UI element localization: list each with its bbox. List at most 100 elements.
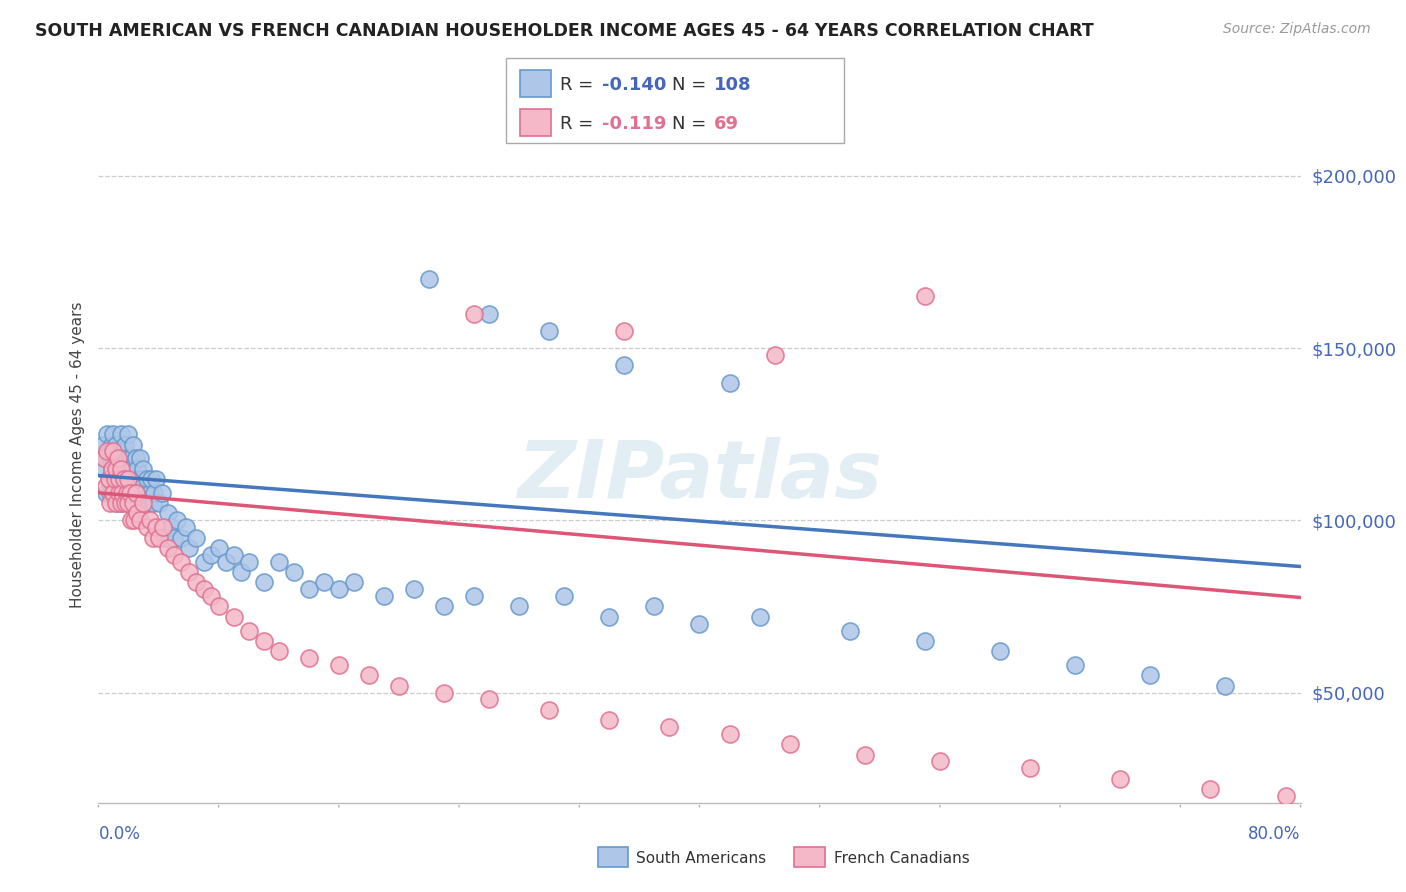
Point <box>132 496 155 510</box>
Point <box>253 634 276 648</box>
Point <box>139 472 162 486</box>
Point <box>103 444 125 458</box>
Point <box>328 658 350 673</box>
Point <box>853 747 876 762</box>
Point <box>138 513 160 527</box>
Text: N =: N = <box>672 115 718 133</box>
Text: 69: 69 <box>714 115 740 133</box>
Point <box>125 451 148 466</box>
Point <box>184 531 207 545</box>
Point <box>162 548 184 562</box>
Point <box>129 513 152 527</box>
Point <box>129 496 152 510</box>
Point <box>135 472 157 486</box>
Text: R =: R = <box>560 115 605 133</box>
Point <box>1199 782 1222 797</box>
Point <box>108 472 131 486</box>
Point <box>111 485 134 500</box>
Point <box>478 307 501 321</box>
Point <box>110 427 132 442</box>
Point <box>121 451 143 466</box>
Point <box>103 485 125 500</box>
Point <box>200 589 222 603</box>
Point <box>121 461 143 475</box>
Point <box>100 451 122 466</box>
Point <box>127 507 149 521</box>
Point <box>122 496 145 510</box>
Point <box>104 451 127 466</box>
Point <box>418 272 440 286</box>
Point <box>238 624 260 638</box>
Point <box>117 472 139 486</box>
Text: French Canadians: French Canadians <box>834 851 970 865</box>
Point <box>373 589 395 603</box>
Point <box>153 531 176 545</box>
Point <box>1109 772 1132 786</box>
Point <box>108 451 131 466</box>
Point <box>111 451 134 466</box>
Point <box>298 651 321 665</box>
Text: 80.0%: 80.0% <box>1249 825 1301 843</box>
Point <box>463 589 485 603</box>
Point <box>127 461 149 475</box>
Point <box>103 427 125 442</box>
Point <box>166 513 188 527</box>
Point <box>115 451 138 466</box>
Point <box>170 555 193 569</box>
Point <box>93 461 115 475</box>
Point <box>135 520 157 534</box>
Point <box>283 565 305 579</box>
Point <box>118 485 141 500</box>
Point <box>838 624 860 638</box>
Point <box>136 496 159 510</box>
Point <box>215 555 238 569</box>
Point <box>184 575 207 590</box>
Point <box>298 582 321 597</box>
Point <box>101 461 124 475</box>
Point <box>433 599 456 614</box>
Point <box>110 496 132 510</box>
Point <box>124 513 146 527</box>
Point <box>124 485 146 500</box>
Point <box>110 461 132 475</box>
Point <box>238 555 260 569</box>
Point <box>117 496 139 510</box>
Point <box>128 472 150 486</box>
Point <box>508 599 530 614</box>
Point <box>193 582 215 597</box>
Point <box>111 485 134 500</box>
Point <box>94 451 117 466</box>
Text: South Americans: South Americans <box>636 851 766 865</box>
Point <box>122 437 145 451</box>
Point <box>103 451 125 466</box>
Point <box>763 348 786 362</box>
Point <box>174 520 197 534</box>
Point <box>127 485 149 500</box>
Point <box>150 485 173 500</box>
Point <box>94 485 117 500</box>
Point <box>125 496 148 510</box>
Text: 108: 108 <box>714 76 752 94</box>
Point <box>267 644 290 658</box>
Point <box>779 737 801 751</box>
Point <box>117 427 139 442</box>
Point <box>177 541 200 555</box>
Point <box>388 679 411 693</box>
Point <box>112 472 135 486</box>
Point <box>97 472 120 486</box>
Point <box>107 485 129 500</box>
Point <box>222 609 245 624</box>
Point <box>112 472 135 486</box>
Point <box>598 713 620 727</box>
Text: SOUTH AMERICAN VS FRENCH CANADIAN HOUSEHOLDER INCOME AGES 45 - 64 YEARS CORRELAT: SOUTH AMERICAN VS FRENCH CANADIAN HOUSEH… <box>35 22 1094 40</box>
Point <box>121 513 143 527</box>
Point <box>156 541 179 555</box>
Point <box>110 461 132 475</box>
Point <box>748 609 770 624</box>
Point <box>170 531 193 545</box>
Point <box>141 496 163 510</box>
Point <box>100 496 122 510</box>
Point <box>478 692 501 706</box>
Point <box>538 324 561 338</box>
Text: -0.119: -0.119 <box>602 115 666 133</box>
